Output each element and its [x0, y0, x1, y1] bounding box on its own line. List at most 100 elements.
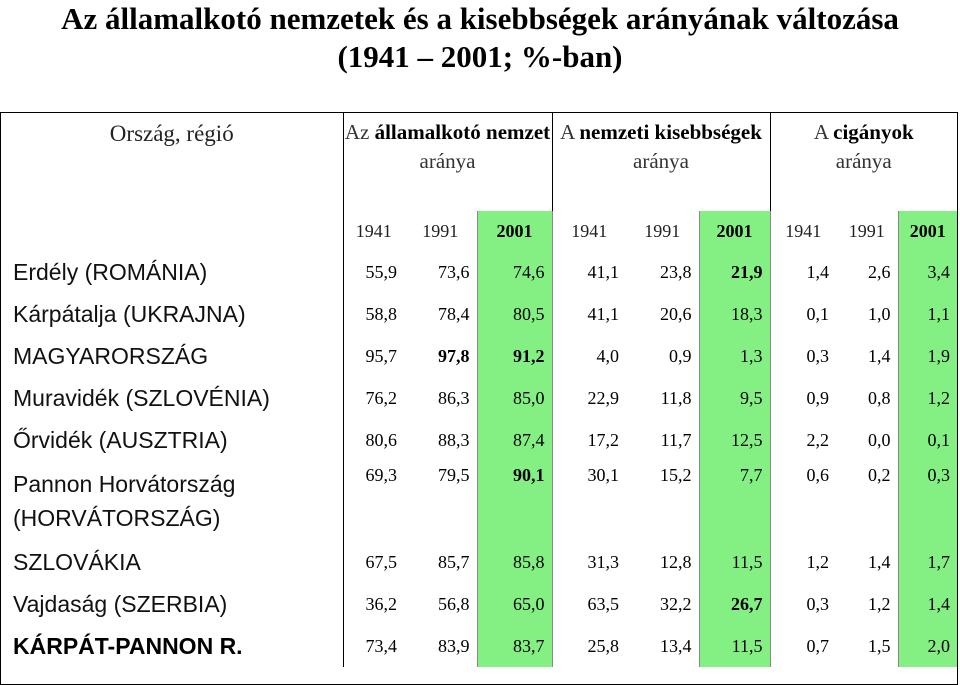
table-cell: 55,9 — [342, 251, 404, 293]
region-name: KÁRPÁT-PANNON R. — [13, 632, 243, 659]
table-row: Kárpátalja (UKRAJNA) 58,8 78,4 80,5 41,1… — [1, 293, 958, 335]
region-name: Vajdaság (SZERBIA) — [13, 590, 228, 617]
table-cell: 32,2 — [660, 593, 692, 614]
table-cell: 41,1 — [587, 261, 620, 282]
year-header: 1991 — [644, 220, 681, 241]
table-cell: 0,0 — [868, 429, 891, 450]
table-cell: 1,9 — [897, 335, 958, 377]
table-cell: 15,2 — [660, 465, 692, 485]
table-cell: 1,4 — [868, 551, 891, 572]
region-name: MAGYARORSZÁG — [13, 342, 209, 369]
table-cell: 95,7 — [342, 335, 404, 377]
table-row: SZLOVÁKIA 67,5 85,7 85,8 31,3 12,8 11,5 … — [1, 541, 958, 583]
table-cell: 12,5 — [698, 419, 771, 461]
table-cell: 1,0 — [868, 303, 891, 324]
population-table: Ország, régió Az államalkotó nemzet arán… — [1, 113, 958, 667]
table-cell: 1,1 — [897, 293, 958, 335]
region-name: Őrvidék (AUSZTRIA) — [13, 426, 228, 453]
table-cell: 73,4 — [342, 625, 404, 667]
table-cell: 0,2 — [868, 465, 891, 485]
year-header: 2001 — [897, 211, 958, 251]
header-region: Ország, régió — [109, 121, 234, 146]
table-cell: 41,1 — [587, 303, 620, 324]
region-name: Muravidék (SZLOVÉNIA) — [13, 384, 270, 411]
table-cell: 1,2 — [868, 593, 891, 614]
table-cell: 12,8 — [660, 551, 692, 572]
table-row: Őrvidék (AUSZTRIA) 80,6 88,3 87,4 17,2 1… — [1, 419, 958, 461]
table-cell: 36,2 — [342, 583, 404, 625]
title-line-1: Az államalkotó nemzetek és a kisebbségek… — [61, 1, 899, 36]
table-cell: 0,9 — [806, 387, 830, 408]
title-line-2: (1941 – 2001; %-ban) — [337, 39, 623, 74]
table-cell: 9,5 — [698, 377, 771, 419]
table-row: Vajdaság (SZERBIA) 36,2 56,8 65,0 63,5 3… — [1, 583, 958, 625]
region-name: Pannon Horvátország (HORVÁTORSZÁG) — [13, 471, 236, 531]
table-cell: 67,5 — [342, 541, 404, 583]
page-title: Az államalkotó nemzetek és a kisebbségek… — [0, 0, 960, 76]
table-cell: 85,0 — [476, 377, 553, 419]
table-cell: 0,3 — [806, 345, 830, 366]
table-cell: 17,2 — [587, 429, 620, 450]
region-name: Erdély (ROMÁNIA) — [13, 258, 208, 285]
table-cell: 83,9 — [438, 635, 470, 656]
year-header: 1991 — [422, 220, 459, 241]
table-cell: 69,3 — [342, 461, 404, 541]
table-cell: 56,8 — [438, 593, 470, 614]
table-cell: 58,8 — [342, 293, 404, 335]
table-cell: 83,7 — [476, 625, 553, 667]
year-header: 1991 — [848, 220, 885, 241]
table-row: MAGYARORSZÁG 95,7 97,8 91,2 4,0 0,9 1,3 … — [1, 335, 958, 377]
table-cell: 13,4 — [660, 635, 692, 656]
year-header: 2001 — [698, 211, 771, 251]
table-cell: 1,2 — [897, 377, 958, 419]
table-cell: 86,3 — [438, 387, 470, 408]
year-header: 1941 — [571, 220, 608, 241]
header-roma: A cigányok aránya — [769, 113, 958, 211]
table-cell: 3,4 — [897, 251, 958, 293]
table-cell: 73,6 — [438, 261, 470, 282]
table-cell: 31,3 — [587, 551, 620, 572]
table-cell: 63,5 — [587, 593, 620, 614]
table-cell: 1,3 — [698, 335, 771, 377]
region-name: SZLOVÁKIA — [13, 548, 141, 575]
data-table-frame: Ország, régió Az államalkotó nemzet arán… — [0, 112, 958, 685]
table-cell: 0,1 — [897, 419, 958, 461]
table-cell: 2,6 — [868, 261, 891, 282]
table-cell: 1,4 — [897, 583, 958, 625]
table-cell: 0,1 — [806, 303, 830, 324]
table-cell: 1,7 — [897, 541, 958, 583]
table-cell: 1,2 — [806, 551, 830, 572]
header-national-minorities: A nemzeti kisebbségek aránya — [551, 113, 771, 211]
table-cell: 11,5 — [698, 541, 771, 583]
table-cell: 80,5 — [476, 293, 553, 335]
table-cell: 0,9 — [669, 345, 692, 366]
table-cell: 85,7 — [438, 551, 470, 572]
table-cell: 4,0 — [596, 345, 620, 366]
table-cell: 1,4 — [806, 261, 830, 282]
table-cell: 85,8 — [476, 541, 553, 583]
table-row: Pannon Horvátország (HORVÁTORSZÁG) 69,3 7… — [1, 461, 958, 541]
table-cell: 90,1 — [476, 461, 553, 541]
table-cell: 0,8 — [868, 387, 891, 408]
region-name: Kárpátalja (UKRAJNA) — [13, 300, 246, 327]
table-cell: 2,2 — [806, 429, 830, 450]
table-cell: 97,8 — [438, 345, 470, 366]
table-cell: 78,4 — [438, 303, 470, 324]
table-cell: 76,2 — [342, 377, 404, 419]
header-state-nation: Az államalkotó nemzet aránya — [342, 113, 552, 211]
table-cell: 22,9 — [587, 387, 620, 408]
table-cell: 2,0 — [897, 625, 958, 667]
table-cell: 11,5 — [698, 625, 771, 667]
table-row: Erdély (ROMÁNIA) 55,9 73,6 74,6 41,1 23,… — [1, 251, 958, 293]
table-row: KÁRPÁT-PANNON R. 73,4 83,9 83,7 25,8 13,… — [1, 625, 958, 667]
table-cell: 26,7 — [698, 583, 771, 625]
table-cell: 91,2 — [476, 335, 553, 377]
table-cell: 79,5 — [438, 465, 470, 485]
year-header: 2001 — [476, 211, 553, 251]
table-cell: 30,1 — [587, 465, 620, 485]
table-cell: 0,3 — [806, 593, 830, 614]
table-cell: 0,7 — [806, 635, 830, 656]
table-cell: 0,3 — [897, 461, 958, 541]
table-cell: 74,6 — [476, 251, 553, 293]
year-header: 1941 — [785, 220, 822, 241]
